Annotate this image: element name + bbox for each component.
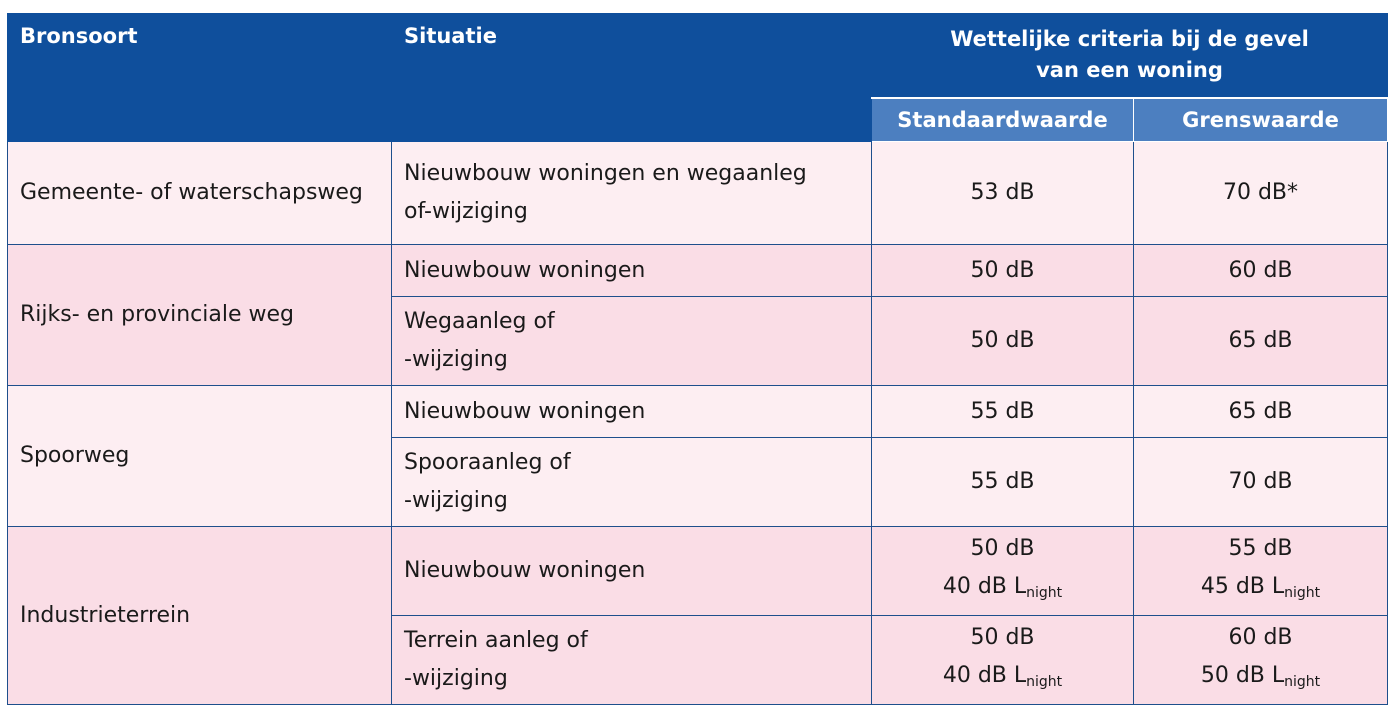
situation-line: -wijziging xyxy=(404,666,508,691)
situation-cell: Spooraanleg of -wijziging xyxy=(391,437,872,527)
source-cell: Gemeente- of waterschapsweg xyxy=(7,141,392,245)
table-row: Rijks- en provinciale weg Nieuwbouw woni… xyxy=(7,244,1388,386)
night-subscript: night xyxy=(1284,674,1321,690)
limit-night-value: 50 dB L xyxy=(1200,663,1285,688)
standard-value: 55 dB xyxy=(871,437,1134,527)
night-subscript: night xyxy=(1026,674,1063,690)
header-source: Bronsoort xyxy=(7,13,392,142)
table-row: Gemeente- of waterschapsweg Nieuwbouw wo… xyxy=(7,141,1388,245)
situation-cell: Nieuwbouw woningen xyxy=(391,385,872,438)
limit-night-value: 45 dB L xyxy=(1200,574,1285,599)
table-row: Terrein aanleg of -wijziging 50 dB 40 dB… xyxy=(8,615,1388,705)
table-row: Industrieterrein Nieuwbouw woningen 50 d… xyxy=(7,526,1388,705)
situation-line: Wegaanleg of xyxy=(404,309,555,334)
situation-line: Terrein aanleg of xyxy=(404,628,588,653)
standard-night-value: 40 dB L xyxy=(942,663,1027,688)
table-row: Wegaanleg of -wijziging 50 dB 65 dB xyxy=(8,296,1388,386)
situation-cell: Nieuwbouw woningen xyxy=(391,244,872,297)
table-row: Spoorweg Nieuwbouw woningen 55 dB 65 dB xyxy=(7,385,1388,527)
noise-criteria-table: Bronsoort Situatie Wettelijke criteria b… xyxy=(7,13,1388,705)
limit-value-cell: 55 dB 45 dB Lnight xyxy=(1133,526,1388,616)
situation-line: -wijziging xyxy=(404,488,508,513)
standard-value: 50 dB xyxy=(970,536,1035,561)
table-row: Spooraanleg of -wijziging 55 dB 70 dB xyxy=(8,437,1388,527)
header-criteria-line2: van een woning xyxy=(1036,58,1223,82)
source-cell: Industrieterrein xyxy=(7,526,392,705)
limit-value: 55 dB xyxy=(1228,536,1293,561)
limit-value: 60 dB xyxy=(1228,625,1293,650)
subheader-row: Standaardwaarde Grenswaarde xyxy=(8,97,1388,142)
situation-line: Spooraanleg of xyxy=(404,450,571,475)
standard-value-cell: 50 dB 40 dB Lnight xyxy=(871,615,1134,705)
standard-night-value: 40 dB L xyxy=(942,574,1027,599)
header-criteria: Wettelijke criteria bij de gevel van een… xyxy=(871,13,1388,99)
standard-value: 50 dB xyxy=(871,296,1134,386)
standard-value-cell: 50 dB 40 dB Lnight xyxy=(871,526,1134,616)
night-subscript: night xyxy=(1284,585,1321,601)
situation-line: -wijziging xyxy=(404,347,508,372)
limit-value: 70 dB xyxy=(1133,437,1388,527)
standard-value: 53 dB xyxy=(871,141,1134,245)
night-subscript: night xyxy=(1026,585,1063,601)
situation-cell: Nieuwbouw woningen en wegaanleg of-wijzi… xyxy=(391,141,872,245)
situation-cell: Nieuwbouw woningen xyxy=(391,526,872,616)
standard-value: 50 dB xyxy=(871,244,1134,297)
header-criteria-line1: Wettelijke criteria bij de gevel xyxy=(950,27,1309,51)
situation-cell: Terrein aanleg of -wijziging xyxy=(391,615,872,705)
situation-line: of-wijziging xyxy=(404,199,528,224)
limit-value: 70 dB* xyxy=(1133,141,1388,245)
limit-value-cell: 60 dB 50 dB Lnight xyxy=(1133,615,1388,705)
limit-value: 65 dB xyxy=(1133,385,1388,438)
standard-value: 55 dB xyxy=(871,385,1134,438)
source-cell: Rijks- en provinciale weg xyxy=(7,244,392,386)
situation-cell: Wegaanleg of -wijziging xyxy=(391,296,872,386)
header-situation: Situatie xyxy=(391,13,872,142)
limit-value: 60 dB xyxy=(1133,244,1388,297)
limit-value: 65 dB xyxy=(1133,296,1388,386)
header-standard: Standaardwaarde xyxy=(871,97,1134,142)
situation-line: Nieuwbouw woningen en wegaanleg xyxy=(404,161,807,186)
standard-value: 50 dB xyxy=(970,625,1035,650)
header-row: Bronsoort Situatie Wettelijke criteria b… xyxy=(7,13,1388,142)
header-limit: Grenswaarde xyxy=(1133,97,1388,142)
source-cell: Spoorweg xyxy=(7,385,392,527)
